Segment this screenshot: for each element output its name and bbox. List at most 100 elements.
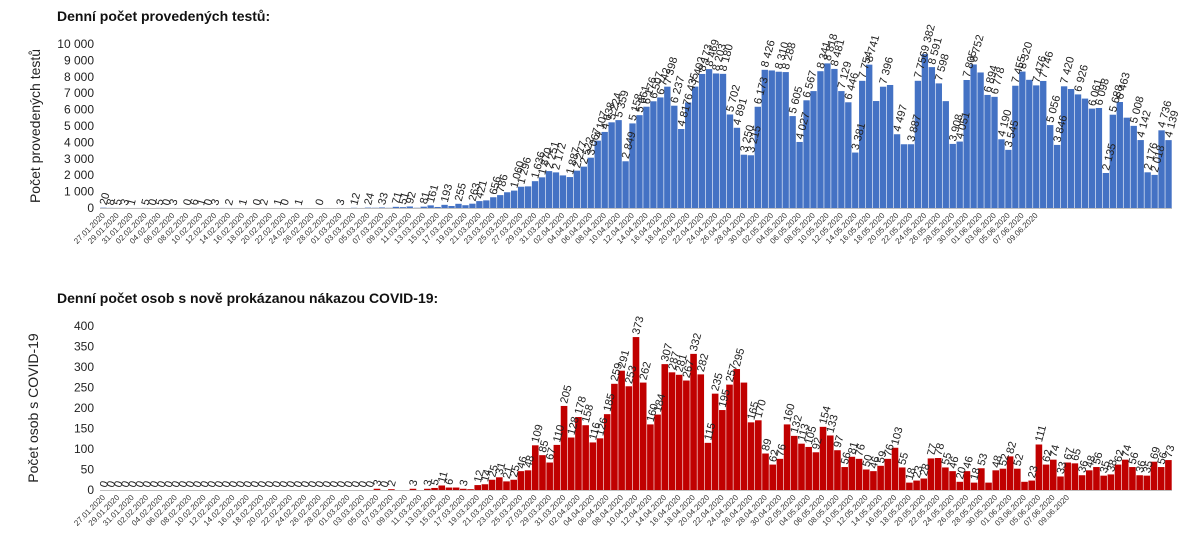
bar (1158, 130, 1165, 208)
data-label: 0 (177, 480, 190, 489)
data-label: 109 (530, 423, 546, 444)
data-label: 3 (119, 198, 132, 207)
bar (431, 487, 438, 490)
data-label: 1 (272, 198, 285, 207)
y-tick-label: 150 (74, 422, 94, 436)
bar (719, 73, 727, 209)
bar (978, 468, 985, 490)
data-label: 115 (702, 422, 718, 442)
bar (712, 73, 720, 209)
data-label: 14 (479, 468, 494, 483)
bar (424, 488, 431, 490)
bar (769, 464, 776, 490)
bar (1021, 481, 1028, 490)
data-label: 0 (251, 198, 264, 207)
bar (970, 482, 978, 490)
data-label: 5 (140, 198, 153, 207)
bar (963, 79, 970, 208)
bar (810, 91, 817, 208)
bar (1014, 468, 1021, 490)
data-label: 56 (1127, 451, 1142, 466)
data-label: 0 (378, 480, 391, 489)
data-label: 20 (98, 192, 113, 207)
y-tick-label: 2 000 (64, 168, 94, 182)
bar (733, 369, 741, 490)
data-label: 0 (285, 480, 298, 489)
data-label: 0 (279, 198, 292, 207)
bar (826, 435, 834, 490)
data-label: 11 (436, 470, 451, 484)
bar (474, 485, 482, 490)
bar (455, 203, 462, 208)
data-label: 160 (645, 402, 661, 423)
data-label: 161 (425, 183, 441, 204)
data-label: 0 (155, 480, 168, 489)
bar (539, 455, 546, 490)
data-label: 0 (148, 480, 161, 489)
data-label: 0 (141, 480, 154, 489)
data-label: 62 (1112, 448, 1127, 463)
data-label: 76 (882, 443, 897, 458)
bar (497, 195, 504, 208)
bar (1033, 85, 1040, 208)
data-label: 0 (105, 480, 118, 489)
data-label: 332 (688, 332, 704, 353)
data-label: 0 (350, 480, 363, 489)
data-label: 18 (968, 466, 983, 481)
data-label: 35 (1141, 459, 1156, 474)
data-label: 51 (397, 191, 412, 206)
bar (747, 422, 755, 490)
data-label: 67 (544, 446, 559, 461)
bar (719, 410, 726, 490)
bar (711, 393, 719, 490)
bar (991, 96, 998, 208)
bar (618, 370, 625, 490)
bar (625, 386, 633, 490)
bar (490, 197, 497, 208)
data-label: 1 (237, 198, 250, 207)
data-label: 56 (1156, 451, 1171, 466)
data-label: 6 (188, 198, 201, 207)
data-label: 0 (328, 480, 341, 489)
bar (1150, 461, 1158, 490)
bar (1095, 107, 1103, 208)
data-label: 0 (184, 480, 197, 489)
bar (596, 438, 604, 490)
bar (589, 442, 597, 490)
bar (782, 72, 789, 208)
data-label: 56 (1091, 451, 1106, 466)
data-label: 92 (404, 190, 419, 205)
data-label: 0 (249, 480, 262, 489)
data-label: 0 (213, 480, 226, 489)
y-tick-label: 1 000 (64, 185, 94, 199)
y-tick-label: 9 000 (64, 53, 94, 67)
bar (575, 417, 582, 490)
bar (1121, 459, 1129, 490)
y-tick-label: 7 000 (64, 86, 94, 100)
data-label: 282 (695, 352, 711, 373)
data-label: 786 (495, 173, 511, 194)
bar (1053, 144, 1061, 208)
data-label: 35 (1098, 459, 1113, 474)
bar (755, 420, 762, 490)
data-label: 3 (407, 479, 420, 488)
data-label: 0 (292, 480, 305, 489)
data-label: 12 (472, 469, 487, 484)
bar (392, 206, 400, 208)
data-label: 6 463 (1114, 71, 1133, 101)
bar (798, 443, 805, 490)
bar (1116, 102, 1123, 208)
bar (643, 106, 650, 208)
bar (675, 374, 683, 490)
data-label: 3 381 (850, 122, 869, 152)
bar (841, 467, 848, 490)
bar (524, 186, 532, 208)
y-tick-label: 4 000 (64, 135, 94, 149)
bar (698, 73, 706, 208)
y-tick-label: 350 (74, 340, 94, 354)
bar (552, 172, 560, 208)
data-label: 6 173 (752, 76, 771, 106)
data-label: 421 (474, 179, 490, 200)
data-label: 5 (429, 478, 442, 487)
data-label: 3 (422, 479, 435, 488)
